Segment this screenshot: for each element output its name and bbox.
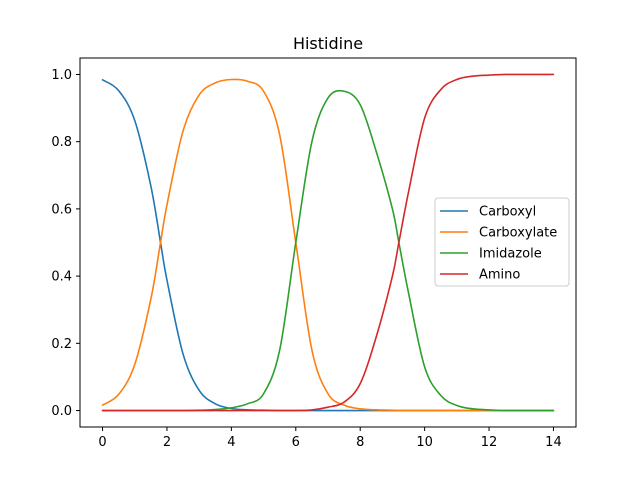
x-tick-label: 6 [292,435,300,450]
legend-label-imidazole: Imidazole [479,247,542,262]
plot-area-frame [79,57,577,428]
x-axis-ticks: 0 2 4 6 8 10 12 14 [98,427,562,450]
y-tick-label: 0.0 [51,404,72,419]
chart-title: Histidine [293,34,363,53]
y-axis-ticks: 0.0 0.2 0.4 0.6 0.8 1.0 [51,68,80,419]
y-tick-label: 1.0 [51,68,72,83]
x-tick-label: 4 [227,435,235,450]
legend-label-carboxylate: Carboxylate [479,226,557,241]
series-line-amino [101,73,555,412]
legend-label-carboxyl: Carboxyl [479,205,536,220]
x-tick-label: 14 [545,435,562,450]
legend: Carboxyl Carboxylate Imidazole Amino [434,197,570,287]
x-tick-label: 0 [98,435,106,450]
x-tick-label: 8 [356,435,364,450]
x-tick-label: 10 [416,435,433,450]
x-tick-label: 12 [481,435,498,450]
legend-label-amino: Amino [479,268,520,283]
plot-lines [101,73,555,412]
y-tick-label: 0.6 [51,202,72,217]
legend-box [434,197,570,287]
y-tick-label: 0.2 [51,337,72,352]
y-tick-label: 0.8 [51,135,72,150]
x-tick-label: 2 [163,435,171,450]
series-line-carboxylate [101,78,555,412]
y-tick-label: 0.4 [51,270,72,285]
